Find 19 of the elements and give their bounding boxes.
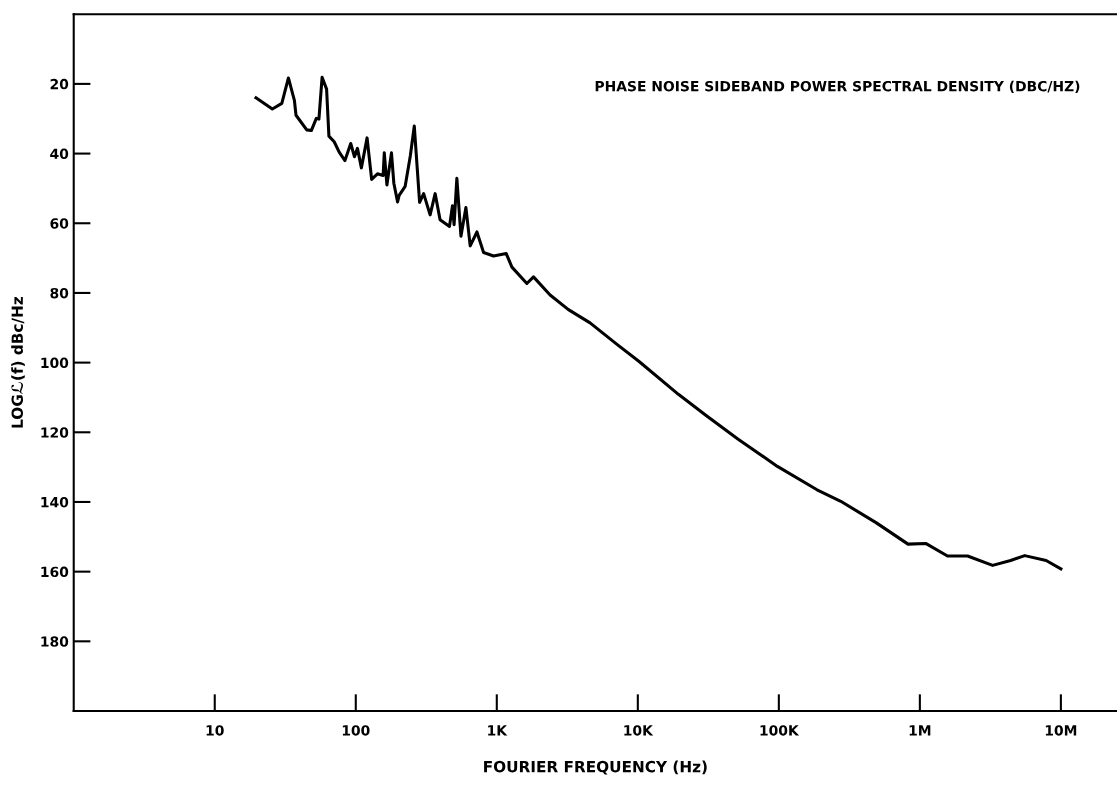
y-tick-label: 180 — [41, 636, 69, 647]
x-tick-label: 10 — [206, 725, 224, 736]
x-tick-label: 1K — [488, 725, 508, 736]
y-tick-label: 100 — [41, 357, 69, 369]
y-axis-title: LOGℒ(f) dBc/Hz — [11, 297, 25, 428]
y-tick-label: 60 — [50, 218, 69, 229]
x-tick-label: 1M — [909, 725, 931, 736]
y-tick-label: 40 — [50, 148, 69, 160]
x-axis-title: FOURIER FREQUENCY (Hz) — [484, 760, 707, 775]
y-tick-label: 160 — [41, 566, 69, 578]
x-tick-label: 100 — [342, 725, 370, 736]
annotation: PHASE NOISE SIDEBAND POWER SPECTRAL DENSITY (DBC/HZ) — [595, 80, 1080, 94]
x-tick-label: 100K — [760, 725, 800, 736]
y-tick-label: 140 — [41, 496, 69, 508]
y-tick-label: 80 — [50, 287, 69, 299]
x-tick-label: 10M — [1045, 725, 1077, 736]
y-tick-label: 20 — [50, 78, 69, 90]
x-tick-label: 10K — [624, 725, 654, 736]
y-tick-label: 120 — [41, 427, 69, 438]
